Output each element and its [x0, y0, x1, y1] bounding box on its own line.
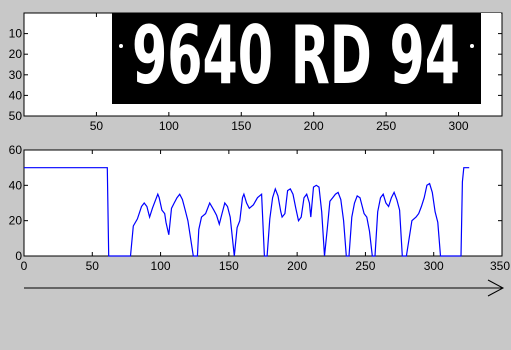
bottom-y-tick-label: 20	[9, 214, 23, 228]
top-axis-ticks: 50 100 150 200 250 300 10 20 30 40 50	[9, 13, 502, 133]
top-y-tick-label: 50	[9, 109, 23, 123]
top-y-tick-label: 20	[9, 47, 23, 61]
bottom-x-tick-label: 300	[424, 259, 444, 273]
bottom-axes-background	[23, 149, 503, 257]
bottom-x-tick-label: 100	[151, 259, 171, 273]
plate-rivet-right	[470, 44, 474, 48]
direction-arrow	[24, 279, 505, 297]
bottom-y-tick-label: 60	[9, 143, 23, 157]
plate-rivet-left	[119, 44, 123, 48]
bottom-y-tick-label: 40	[9, 178, 23, 192]
plate-image	[112, 13, 481, 104]
arrow-head	[487, 279, 505, 297]
top-x-tick-label: 50	[90, 119, 104, 133]
bottom-x-tick-label: 150	[219, 259, 239, 273]
projection-profile-panel: 0 50 100 150 200 250 300 350 0 20 40 60	[9, 143, 511, 273]
profile-series-line	[24, 167, 470, 257]
top-x-tick-label: 200	[304, 119, 324, 133]
bottom-axis-ticks: 0 50 100 150 200 250 300 350 0 20 40 60	[9, 143, 511, 273]
bottom-x-tick-label: 250	[355, 259, 375, 273]
bottom-x-tick-label: 200	[287, 259, 307, 273]
top-x-tick-label: 250	[376, 119, 396, 133]
bottom-x-tick-label: 50	[86, 259, 100, 273]
top-y-tick-label: 40	[9, 88, 23, 102]
top-x-tick-label: 150	[231, 119, 251, 133]
bottom-x-tick-label: 350	[490, 259, 510, 273]
plate-image-panel: 9640 RD 94 50 100 150 200 250 300 10 20 30 40 50	[9, 9, 503, 133]
top-x-tick-label: 300	[449, 119, 469, 133]
plate-white-strip-right	[481, 13, 501, 105]
top-x-tick-label: 100	[159, 119, 179, 133]
bottom-x-tick-label: 0	[21, 259, 28, 273]
top-y-tick-label: 30	[9, 68, 23, 82]
bottom-y-tick-label: 0	[15, 249, 22, 263]
plate-text: 9640 RD 94	[132, 9, 460, 102]
top-y-tick-label: 10	[9, 27, 23, 41]
